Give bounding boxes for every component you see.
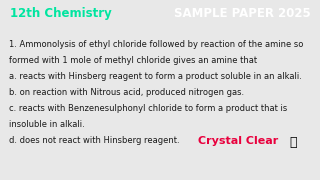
- Text: d. does not react with Hinsberg reagent.: d. does not react with Hinsberg reagent.: [9, 136, 180, 145]
- Text: c. reacts with Benzenesulphonyl chloride to form a product that is: c. reacts with Benzenesulphonyl chloride…: [9, 104, 287, 113]
- Text: formed with 1 mole of methyl chloride gives an amine that: formed with 1 mole of methyl chloride gi…: [9, 56, 257, 65]
- Text: b. on reaction with Nitrous acid, produced nitrogen gas.: b. on reaction with Nitrous acid, produc…: [9, 88, 244, 97]
- Text: SAMPLE PAPER 2025: SAMPLE PAPER 2025: [174, 7, 310, 21]
- Text: a. reacts with Hinsberg reagent to form a product soluble in an alkali.: a. reacts with Hinsberg reagent to form …: [9, 72, 302, 81]
- Text: Crystal Clear: Crystal Clear: [198, 136, 279, 146]
- Text: 🔥: 🔥: [290, 136, 297, 149]
- Text: insoluble in alkali.: insoluble in alkali.: [9, 120, 85, 129]
- Text: 12th Chemistry: 12th Chemistry: [10, 7, 111, 21]
- Text: 1. Ammonolysis of ethyl chloride followed by reaction of the amine so: 1. Ammonolysis of ethyl chloride followe…: [9, 40, 303, 49]
